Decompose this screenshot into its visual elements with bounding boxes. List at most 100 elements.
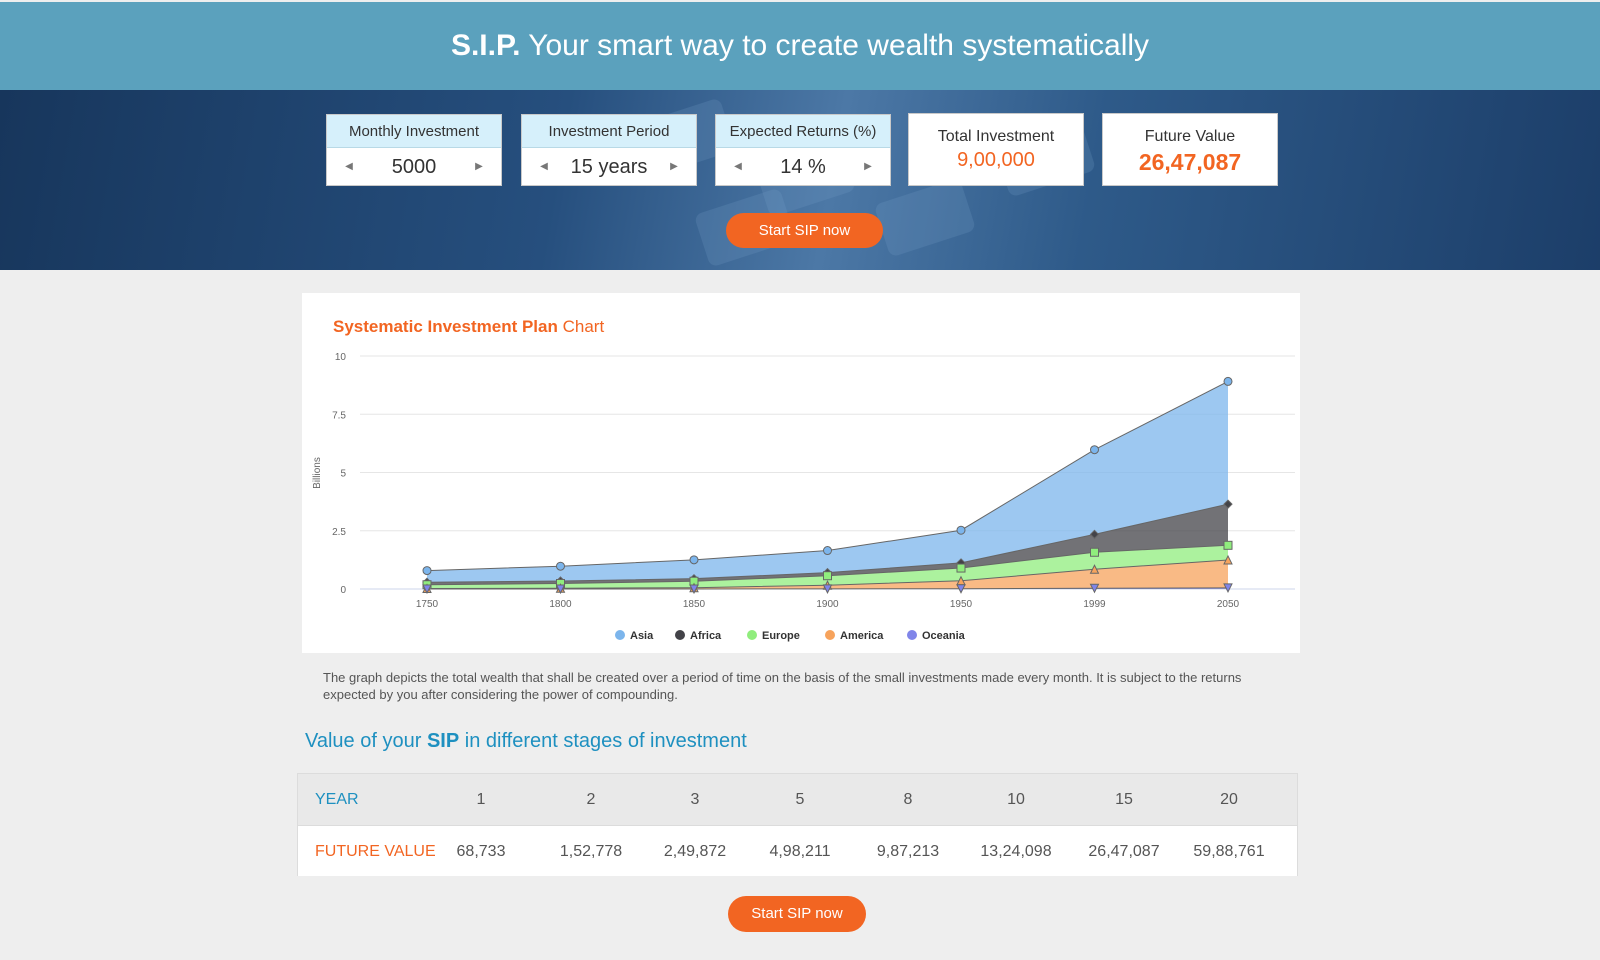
x-tick-label: 1750 — [416, 599, 439, 610]
total-investment-label: Total Investment — [937, 128, 1055, 145]
chart-title-rest: Chart — [562, 317, 605, 336]
stages-table: YEAR 1 2 3 5 8 10 15 20 FUTURE VALUE 68,… — [297, 773, 1298, 876]
data-point-europe — [823, 571, 832, 581]
year-cell: 10 — [1007, 791, 1025, 808]
data-point-oceania — [422, 584, 432, 595]
brand-name: S.I.P. — [450, 29, 521, 62]
y-tick-label: 2.5 — [332, 527, 346, 538]
data-point-asia — [689, 555, 699, 565]
triangle-left-icon[interactable]: ◀ — [734, 161, 742, 172]
stages-heading-bold: SIP — [426, 730, 460, 752]
data-point-asia — [1090, 445, 1099, 455]
monthly-investment-label: Monthly Investment — [327, 115, 501, 148]
year-cell: 20 — [1220, 791, 1238, 808]
stages-heading-pre: Value of your — [305, 730, 422, 752]
x-tick-label: 1850 — [683, 599, 706, 610]
data-point-asia — [956, 525, 966, 535]
investment-period-value[interactable]: 15 years — [570, 156, 648, 178]
year-cell: 15 — [1115, 791, 1133, 808]
total-investment-value: 9,00,000 — [957, 149, 1035, 171]
table-value-row: FUTURE VALUE 68,733 1,52,778 2,49,872 4,… — [298, 825, 1297, 876]
chart-title-bold: Systematic Investment Plan — [333, 317, 558, 336]
triangle-right-icon[interactable]: ▶ — [670, 161, 678, 172]
tagline: Your smart way to create wealth systemat… — [528, 29, 1150, 62]
expected-returns-label: Expected Returns (%) — [716, 115, 890, 148]
triangle-right-icon[interactable]: ▶ — [864, 161, 872, 172]
triangle-right-icon[interactable]: ▶ — [475, 161, 483, 172]
year-cell: 1 — [476, 791, 486, 808]
legend-item-asia: Asia — [630, 630, 654, 642]
y-axis-label: Billions — [312, 457, 323, 489]
top-banner: S.I.P. Your smart way to create wealth s… — [0, 2, 1600, 90]
legend-item-europe: Europe — [762, 630, 800, 642]
value-cell: 9,87,213 — [876, 843, 940, 860]
triangle-left-icon[interactable]: ◀ — [540, 161, 548, 172]
y-tick-label: 0 — [340, 585, 346, 596]
area-america — [427, 559, 1228, 589]
data-point-oceania — [689, 584, 699, 595]
y-tick-label: 5 — [340, 469, 346, 480]
sip-chart: 0 2.5 5 7.5 10 Billions 1750 1800 1850 1900 1950 19… — [312, 352, 1295, 642]
expected-returns-stepper[interactable]: ◀ 14 % ▶ — [716, 148, 890, 186]
future-value-row-label: FUTURE VALUE — [315, 843, 436, 860]
legend-marker — [907, 630, 917, 640]
page-title: S.I.P. Your smart way to create wealth s… — [0, 2, 1600, 90]
data-point-asia — [1223, 376, 1233, 386]
data-point-africa — [1223, 499, 1233, 509]
year-cell: 2 — [586, 791, 596, 808]
chart-card: 0 2.5 5 7.5 10 Billions 1750 1800 1850 1900 1950 19… — [302, 293, 1300, 653]
y-tick-label: 7.5 — [332, 410, 346, 421]
year-cell: 8 — [903, 791, 913, 808]
future-value-label: Future Value — [1144, 128, 1236, 145]
triangle-left-icon[interactable]: ◀ — [345, 161, 353, 172]
calculator-key-graphic — [873, 177, 977, 258]
value-cell: 68,733 — [456, 843, 506, 860]
data-point-oceania — [1089, 583, 1100, 594]
data-point-europe — [956, 563, 966, 573]
monthly-investment-stepper[interactable]: ◀ 5000 ▶ — [327, 148, 501, 186]
year-cell: 5 — [795, 791, 805, 808]
year-cell: 3 — [690, 791, 700, 808]
data-point-europe — [1223, 540, 1233, 550]
expected-returns-value[interactable]: 14 % — [780, 156, 826, 178]
legend-item-africa: Africa — [690, 630, 722, 642]
year-label: YEAR — [315, 791, 359, 808]
data-point-america — [1089, 564, 1100, 574]
data-point-oceania — [555, 584, 566, 595]
data-point-europe — [1090, 547, 1099, 557]
monthly-investment-value[interactable]: 5000 — [391, 156, 437, 178]
table-header-row: YEAR 1 2 3 5 8 10 15 20 — [298, 774, 1297, 825]
value-cell: 4,98,211 — [769, 843, 831, 860]
data-point-oceania — [956, 584, 966, 594]
data-point-oceania — [822, 584, 833, 594]
x-tick-label: 1900 — [816, 599, 839, 610]
chart-title: Systematic Investment Plan Chart — [333, 317, 604, 337]
data-point-asia — [823, 546, 832, 556]
stages-heading-post: in different stages of investment — [464, 730, 747, 752]
x-tick-label: 1950 — [950, 599, 973, 610]
value-cell: 59,88,761 — [1193, 843, 1265, 860]
expected-returns-field: Expected Returns (%) ◀ 14 % ▶ — [715, 114, 891, 186]
start-sip-button-bottom[interactable]: Start SIP now — [728, 896, 866, 932]
monthly-investment-field: Monthly Investment ◀ 5000 ▶ — [326, 114, 502, 186]
value-cell: 2,49,872 — [663, 843, 727, 860]
future-value-box: Future Value 26,47,087 — [1102, 113, 1278, 186]
investment-period-stepper[interactable]: ◀ 15 years ▶ — [522, 148, 696, 186]
value-cell: 1,52,778 — [559, 843, 623, 860]
stages-heading: Value of your SIP in different stages of… — [305, 730, 747, 753]
start-sip-button[interactable]: Start SIP now — [726, 213, 883, 248]
x-tick-label: 1999 — [1083, 599, 1106, 610]
data-point-oceania — [1223, 583, 1233, 594]
future-value-amount: 26,47,087 — [1138, 149, 1242, 175]
legend-marker — [675, 630, 685, 640]
data-point-asia — [422, 566, 432, 576]
legend-marker — [825, 630, 835, 640]
total-investment-box: Total Investment 9,00,000 — [908, 113, 1084, 186]
data-point-asia — [556, 561, 565, 571]
investment-period-label: Investment Period — [522, 115, 696, 148]
x-tick-label: 2050 — [1217, 599, 1240, 610]
data-point-africa — [1089, 529, 1100, 540]
value-cell: 13,24,098 — [980, 843, 1052, 860]
data-point-america — [1223, 554, 1233, 565]
y-tick-label: 10 — [335, 352, 347, 363]
